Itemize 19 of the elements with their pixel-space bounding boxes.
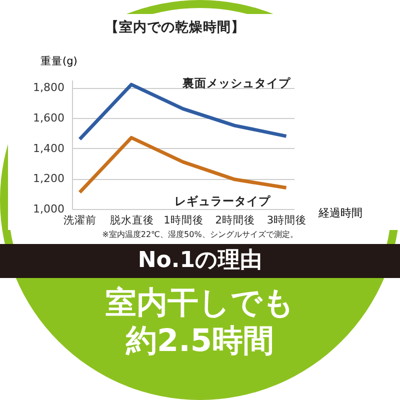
x-tick-label: 1時間後 (164, 214, 204, 226)
chart-title: 【室内での乾燥時間】 (105, 18, 245, 36)
y-tick-label: 1,800 (33, 81, 64, 94)
text: ※室内温度22℃、湿度50%、シングルサイズで測定。 (101, 229, 299, 240)
text: No.1の理由 (0, 244, 400, 278)
text: 室内干しでも約2.5時間 (104, 284, 296, 360)
x-tick-label: 2時間後 (215, 214, 255, 226)
series-label: レギュラータイプ (174, 194, 272, 208)
y-tick-label: 1,000 (33, 202, 64, 216)
x-tick-label: 洗濯前 (64, 214, 97, 226)
x-tick-label: 3時間後 (266, 214, 307, 226)
x-tick-label: 脱水直後 (110, 214, 154, 226)
y-tick-label: 1,600 (33, 111, 64, 124)
y-tick-label: 1,400 (33, 142, 64, 155)
x-axis-title: 経過時間 (318, 206, 362, 220)
series-label: 裏面メッシュタイプ (181, 76, 292, 90)
y-tick-label: 1,200 (33, 172, 64, 186)
y-axis-title: 重量(g) (40, 54, 78, 68)
line-series (78, 136, 288, 194)
